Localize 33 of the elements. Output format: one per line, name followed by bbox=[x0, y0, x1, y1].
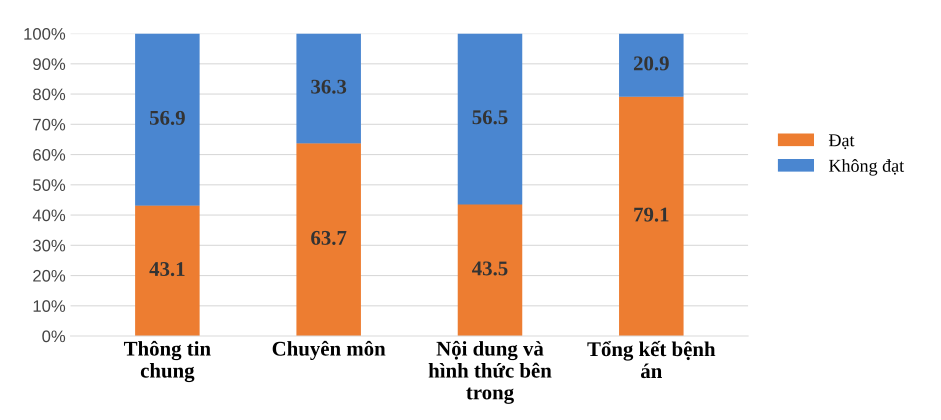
x-tick-label: Tổng kết bệnh án bbox=[587, 340, 716, 378]
bar bbox=[458, 34, 522, 204]
legend-label: Đạt bbox=[828, 134, 854, 150]
data-label: 56.9 bbox=[150, 110, 185, 125]
data-label: 20.9 bbox=[634, 56, 669, 71]
bar bbox=[296, 34, 361, 144]
bar bbox=[296, 143, 361, 336]
bar bbox=[619, 96, 684, 336]
y-tick-label: 20% bbox=[33, 270, 66, 282]
data-label: 43.5 bbox=[472, 261, 508, 276]
y-tick-label: 30% bbox=[32, 240, 66, 252]
x-tick-label: Thông tin chung bbox=[124, 340, 211, 382]
y-tick-label: 0% bbox=[42, 330, 66, 342]
data-label: 63.7 bbox=[311, 230, 346, 245]
y-tick-label: 100% bbox=[24, 28, 66, 40]
bar bbox=[135, 206, 200, 336]
legend-label: Không đạt bbox=[828, 159, 904, 176]
data-label: 43.1 bbox=[149, 262, 185, 276]
bar bbox=[135, 34, 200, 206]
y-tick-label: 50% bbox=[33, 179, 66, 192]
data-label: 36.3 bbox=[311, 80, 346, 94]
data-label: 56.5 bbox=[472, 110, 508, 124]
x-tick-label: Nội dung và hình thức bên trong bbox=[428, 340, 552, 404]
x-tick-label: Chuyên môn bbox=[272, 340, 386, 360]
data-label: 79.1 bbox=[634, 208, 668, 222]
bar bbox=[458, 204, 522, 336]
y-tick-label: 60% bbox=[33, 148, 66, 161]
y-tick-label: 80% bbox=[33, 88, 66, 100]
y-tick-label: 90% bbox=[33, 58, 66, 70]
y-tick-label: 40% bbox=[32, 209, 66, 222]
y-tick-label: 70% bbox=[33, 118, 66, 131]
y-tick-label: 10% bbox=[34, 300, 66, 312]
bar bbox=[619, 34, 684, 97]
